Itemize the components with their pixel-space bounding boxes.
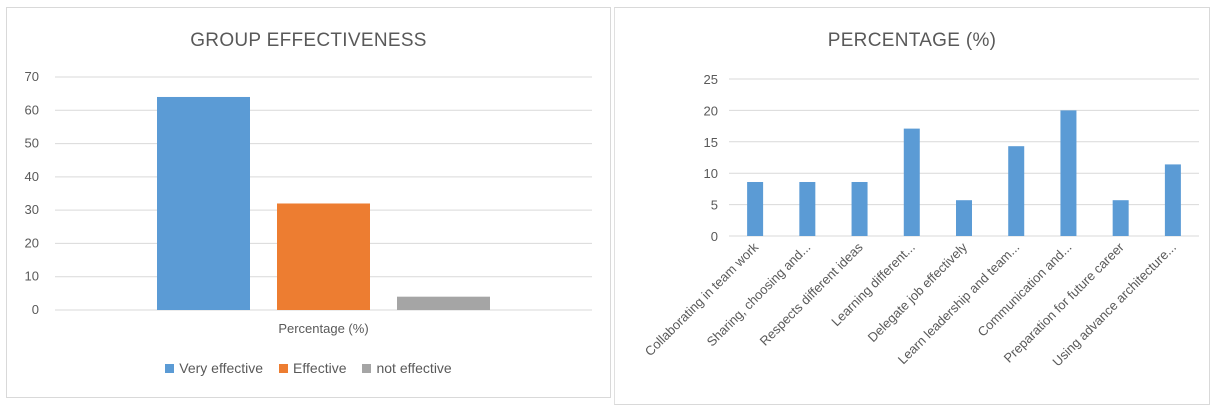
bar xyxy=(1060,110,1077,236)
y-tick-label: 20 xyxy=(704,103,718,118)
bar xyxy=(157,96,250,310)
y-tick-label: 0 xyxy=(32,302,39,317)
legend-item-very-effective: Very effective xyxy=(165,360,263,376)
legend-swatch xyxy=(165,363,175,373)
bar xyxy=(799,181,816,236)
percentage-chart: PERCENTAGE (%) 0 5 10 15 20 25 Collaborating i… xyxy=(614,7,1210,405)
y-tick-label: 10 xyxy=(25,269,39,284)
y-tick-label: 15 xyxy=(704,135,718,150)
legend: Very effective Effective not effective xyxy=(7,360,610,376)
bar xyxy=(1008,146,1025,236)
x-category-label: Sharing, choosing and... xyxy=(704,240,814,350)
bar xyxy=(1112,200,1129,236)
bar xyxy=(956,200,972,236)
bar xyxy=(397,296,490,310)
bar xyxy=(1164,164,1181,236)
y-tick-label: 40 xyxy=(25,169,39,184)
y-tick-label: 60 xyxy=(25,102,39,117)
chart-title: PERCENTAGE (%) xyxy=(827,30,997,51)
y-tick-label: 5 xyxy=(711,198,718,213)
bar xyxy=(747,181,764,236)
y-tick-label: 0 xyxy=(711,229,718,244)
x-category-label: Percentage (%) xyxy=(278,321,368,336)
y-tick-label: 10 xyxy=(704,166,718,181)
y-tick-label: 20 xyxy=(25,235,39,250)
x-category-label: Delegate job effectively xyxy=(865,239,971,345)
legend-label: not effective xyxy=(376,360,452,376)
legend-swatch xyxy=(279,363,289,373)
legend-label: Very effective xyxy=(179,360,264,376)
bar xyxy=(903,128,920,236)
x-category-label: Respects different ideas xyxy=(757,239,866,348)
group-effectiveness-plot: 0 10 20 30 40 50 60 70 Percentage (%) xyxy=(25,69,592,336)
group-effectiveness-chart: GROUP EFFECTIVENESS 0 10 20 30 40 50 60 70 Perce… xyxy=(6,7,611,398)
y-tick-label: 25 xyxy=(704,72,718,87)
y-tick-label: 70 xyxy=(25,69,39,84)
bar xyxy=(277,203,370,310)
y-tick-label: 30 xyxy=(25,202,39,217)
legend-item-not-effective: not effective xyxy=(362,360,452,376)
legend-label: Effective xyxy=(293,360,347,376)
x-category-label: Communication and... xyxy=(975,240,1075,340)
y-tick-label: 50 xyxy=(25,136,39,151)
legend-item-effective: Effective xyxy=(279,360,346,376)
chart-title: GROUP EFFECTIVENESS xyxy=(190,30,427,51)
bar xyxy=(851,181,868,236)
legend-swatch xyxy=(362,363,372,373)
